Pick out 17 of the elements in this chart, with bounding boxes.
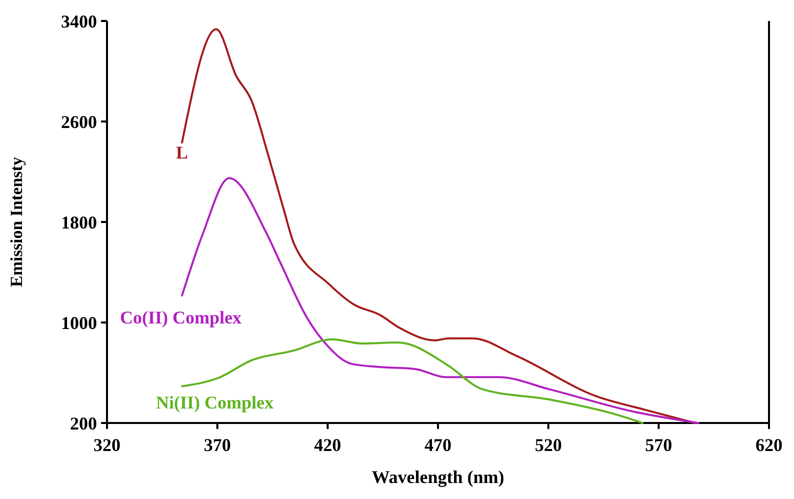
y-tick-label: 2600 [61, 112, 97, 132]
x-tick-label: 520 [534, 435, 562, 455]
series-label: L [176, 142, 188, 162]
series-label: Co(II) Complex [120, 307, 242, 328]
x-axis-title: Wavelength (nm) [372, 467, 504, 487]
series-label: Ni(II) Complex [156, 392, 274, 412]
y-tick-label: 200 [70, 413, 97, 434]
x-tick-label: 570 [645, 435, 672, 455]
x-tick-label: 320 [94, 435, 120, 455]
y-axis-title: Emission Intensty [7, 156, 26, 287]
y-tick-label: 3400 [61, 11, 97, 32]
x-tick-label: 620 [756, 435, 782, 455]
x-tick-label: 370 [204, 435, 231, 455]
x-tick-label: 420 [314, 435, 342, 455]
y-tick-label: 1800 [61, 212, 97, 232]
y-tick-label: 1000 [61, 312, 97, 333]
x-tick-label: 470 [424, 435, 452, 455]
